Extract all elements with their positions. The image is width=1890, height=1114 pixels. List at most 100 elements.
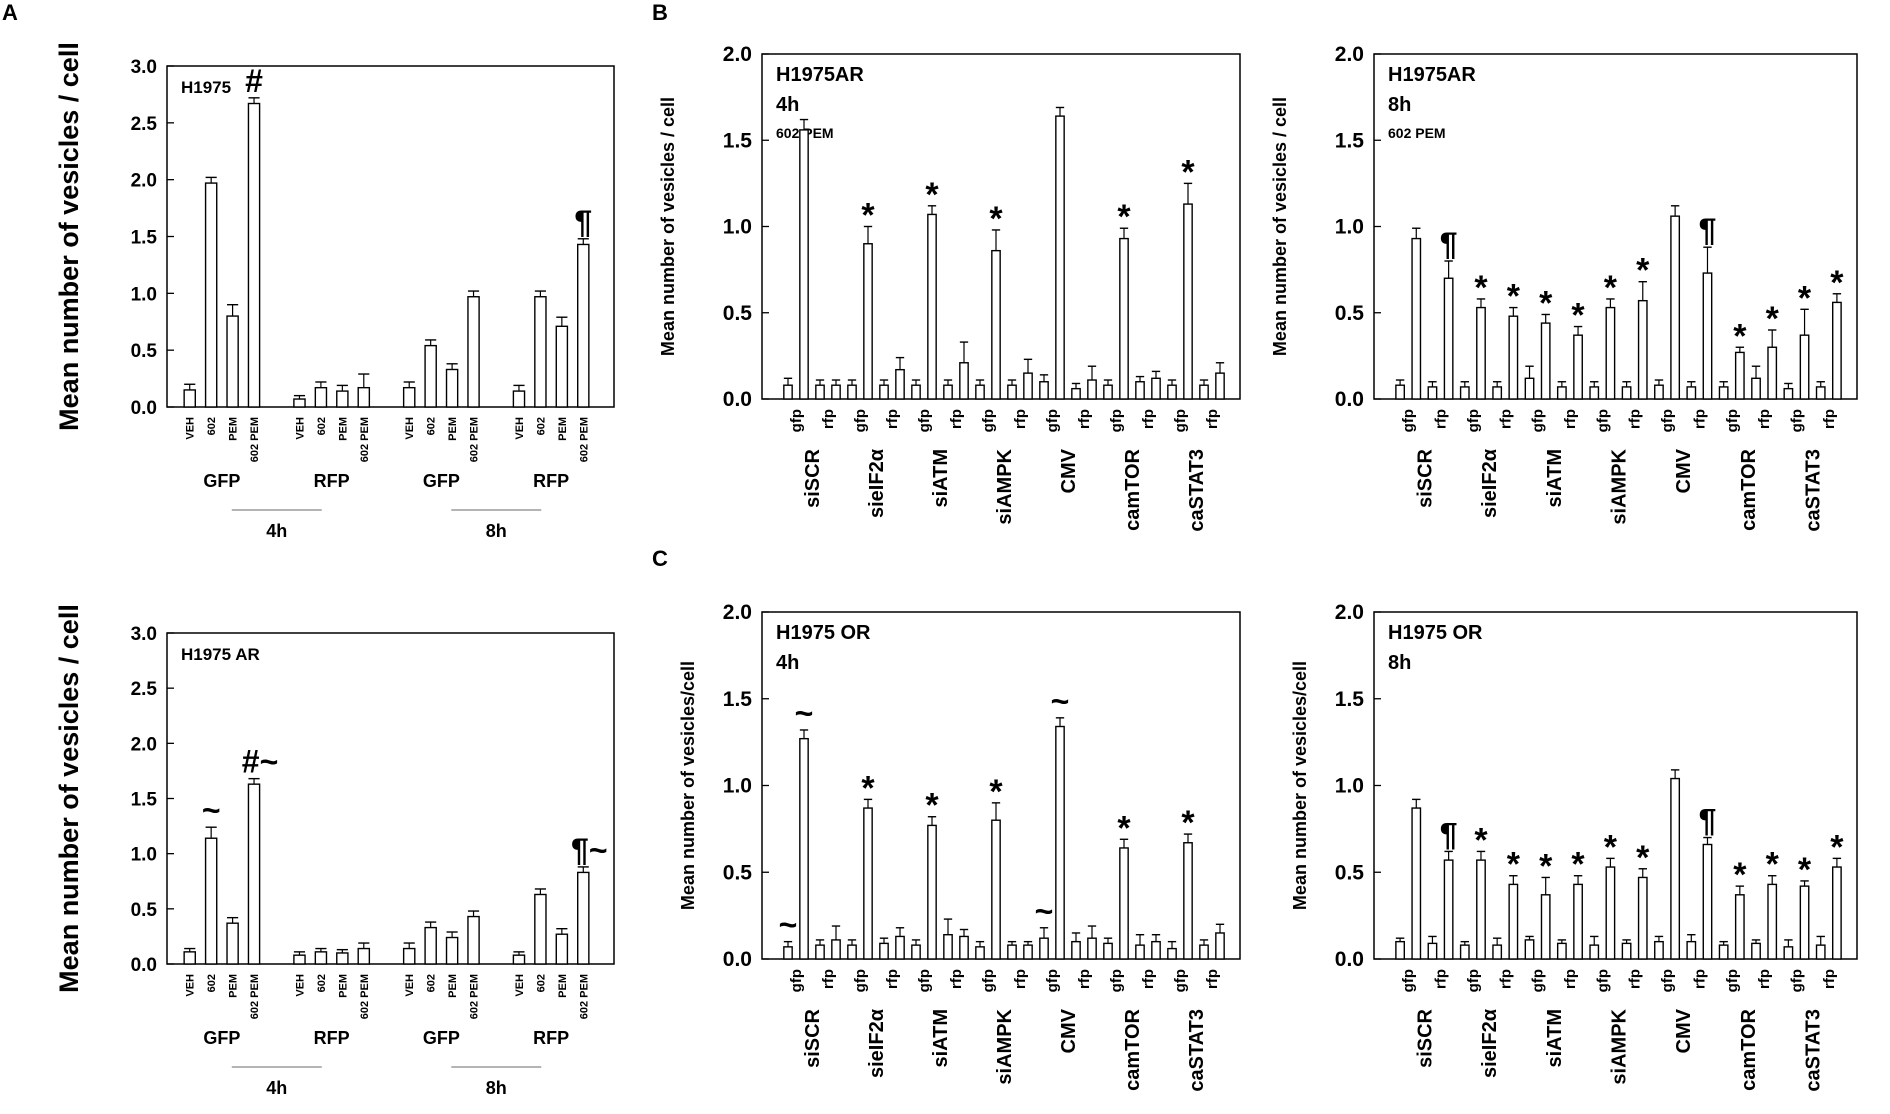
bar-c5-8-0 <box>1654 940 1664 960</box>
bar-c4-7-1 <box>1023 944 1033 960</box>
bar-c0-12 <box>512 390 526 408</box>
category-label-c0-14: PEM <box>557 417 569 441</box>
annotation-c2-12-1: * <box>1181 153 1195 191</box>
bar-c3-10-0 <box>1718 386 1729 400</box>
bar-c4-5-1 <box>959 935 969 960</box>
bar-c2-13-1 <box>1215 372 1225 400</box>
sub-label-c3-7: rfp <box>1627 409 1644 429</box>
category-label-c0-2: PEM <box>228 417 240 441</box>
bar-c1-6 <box>336 952 349 965</box>
category-label-c1-12: VEH <box>514 974 526 997</box>
sub-label-c2-13: rfp <box>1204 409 1221 429</box>
bar-c3-3-0 <box>1492 386 1503 400</box>
group-label-c1-0: GFP <box>203 1028 240 1048</box>
category-label-c1-8: VEH <box>404 974 416 997</box>
y-tick-label-c4-4: 2.0 <box>723 601 752 624</box>
bar-c2-8-1 <box>1055 115 1065 400</box>
sub-label-c3-9: rfp <box>1691 409 1708 429</box>
sub-label-c2-8: gfp <box>1044 409 1061 432</box>
y-tick-label-c1-1: 0.5 <box>131 900 158 921</box>
sub-label-c5-8: gfp <box>1659 969 1676 992</box>
category-label-c0-10: PEM <box>447 417 459 441</box>
y-axis-title-c2: Mean number of vesicles / cell <box>658 97 678 356</box>
bar-c2-13-0 <box>1199 384 1209 400</box>
sub-label-c2-0: gfp <box>788 409 805 432</box>
bar-c3-13-1 <box>1832 301 1842 400</box>
bar-c3-4-0 <box>1524 377 1535 400</box>
bar-c5-12-1 <box>1799 885 1810 960</box>
bar-c0-1 <box>204 182 218 408</box>
category-label-c1-14: PEM <box>557 974 569 998</box>
timepoint-label-c1-1: 8h <box>486 1078 507 1098</box>
annotation-c4-10-1: * <box>1117 809 1131 847</box>
bar-c1-10 <box>445 936 459 965</box>
sub-label-c3-13: rfp <box>1821 409 1838 429</box>
sub-label-c5-13: rfp <box>1821 969 1838 989</box>
sub-label-c4-10: gfp <box>1108 969 1125 992</box>
bar-c5-4-0 <box>1524 939 1535 960</box>
annotation-c3-6-1: * <box>1604 269 1618 307</box>
annotation-c3-2-1: * <box>1474 269 1488 307</box>
y-tick-label-c2-0: 0.0 <box>723 388 752 411</box>
sub-label-c5-2: gfp <box>1465 969 1482 992</box>
bar-c1-2 <box>226 922 239 965</box>
group-label-c3-4: CMV <box>1673 448 1695 493</box>
bar-c5-0-0 <box>1395 940 1405 960</box>
y-tick-label-c5-0: 0.0 <box>1335 948 1364 971</box>
bar-c4-8-0 <box>1039 937 1049 960</box>
annotation-c2-2-1: * <box>861 197 875 235</box>
chart-title-c1: H1975 AR <box>181 645 260 664</box>
bar-c1-12 <box>512 954 526 965</box>
annotation-c2-6-1: * <box>989 200 1003 238</box>
y-tick-label-c3-4: 2.0 <box>1335 43 1364 66</box>
annotation-c1-15: ¶~ <box>571 832 607 868</box>
bar-c4-2-0 <box>847 944 857 960</box>
annotation-c3-3-1: * <box>1507 278 1521 316</box>
bar-c4-11-1 <box>1151 940 1161 960</box>
category-label-c1-9: 602 <box>426 974 438 992</box>
sub-label-c2-3: rfp <box>884 409 901 429</box>
category-label-c1-7: 602 PEM <box>359 974 371 1019</box>
category-label-c1-4: VEH <box>294 974 306 997</box>
bar-c4-11-0 <box>1135 944 1145 960</box>
panel-letter-a: A <box>2 0 18 25</box>
annotation-c4-4-1: * <box>925 787 939 825</box>
bar-c3-5-1 <box>1573 334 1583 400</box>
sub-label-c5-3: rfp <box>1497 969 1514 989</box>
sub-label-c2-5: rfp <box>948 409 965 429</box>
bar-c2-7-0 <box>1007 384 1017 400</box>
bar-c5-11-0 <box>1751 942 1761 960</box>
sub-label-c4-1: rfp <box>820 969 837 989</box>
y-tick-label-c3-3: 1.5 <box>1335 129 1365 152</box>
annotation-c3-12-1: * <box>1798 279 1812 317</box>
bar-c3-1-0 <box>1427 386 1438 400</box>
annotation-c5-4-1: * <box>1539 847 1553 885</box>
category-label-c0-12: VEH <box>514 417 526 440</box>
bar-c2-5-1 <box>959 362 969 400</box>
bar-c2-9-0 <box>1071 387 1081 400</box>
bar-c5-1-1 <box>1443 859 1454 960</box>
bar-c1-5 <box>314 951 328 965</box>
annotation-c1-1: ~ <box>202 792 221 828</box>
annotation-c5-12-1: * <box>1798 851 1812 889</box>
bar-c3-9-0 <box>1686 386 1697 400</box>
category-label-c1-1: 602 <box>206 974 218 992</box>
bar-c3-11-0 <box>1751 377 1761 400</box>
category-label-c0-3: 602 PEM <box>249 417 261 462</box>
chart-subtitle-c3: 8h <box>1388 94 1411 116</box>
group-label-c3-3: siAMPK <box>1609 448 1631 524</box>
bar-c4-7-0 <box>1007 944 1017 960</box>
bar-c5-5-1 <box>1573 883 1583 960</box>
bar-c1-14 <box>555 933 569 965</box>
annotation-c5-5-1: * <box>1571 846 1585 884</box>
annotation-c3-5-1: * <box>1571 297 1585 335</box>
sub-label-c2-9: rfp <box>1076 409 1093 429</box>
bar-c2-12-1 <box>1183 203 1193 400</box>
y-tick-label-c0-3: 1.5 <box>131 228 158 249</box>
panel-letter-b: B <box>652 0 668 25</box>
bar-c3-10-1 <box>1734 351 1745 400</box>
bar-c5-5-0 <box>1556 942 1567 960</box>
category-label-c0-9: 602 <box>426 417 438 435</box>
annotation-c5-11-1: * <box>1766 846 1780 884</box>
